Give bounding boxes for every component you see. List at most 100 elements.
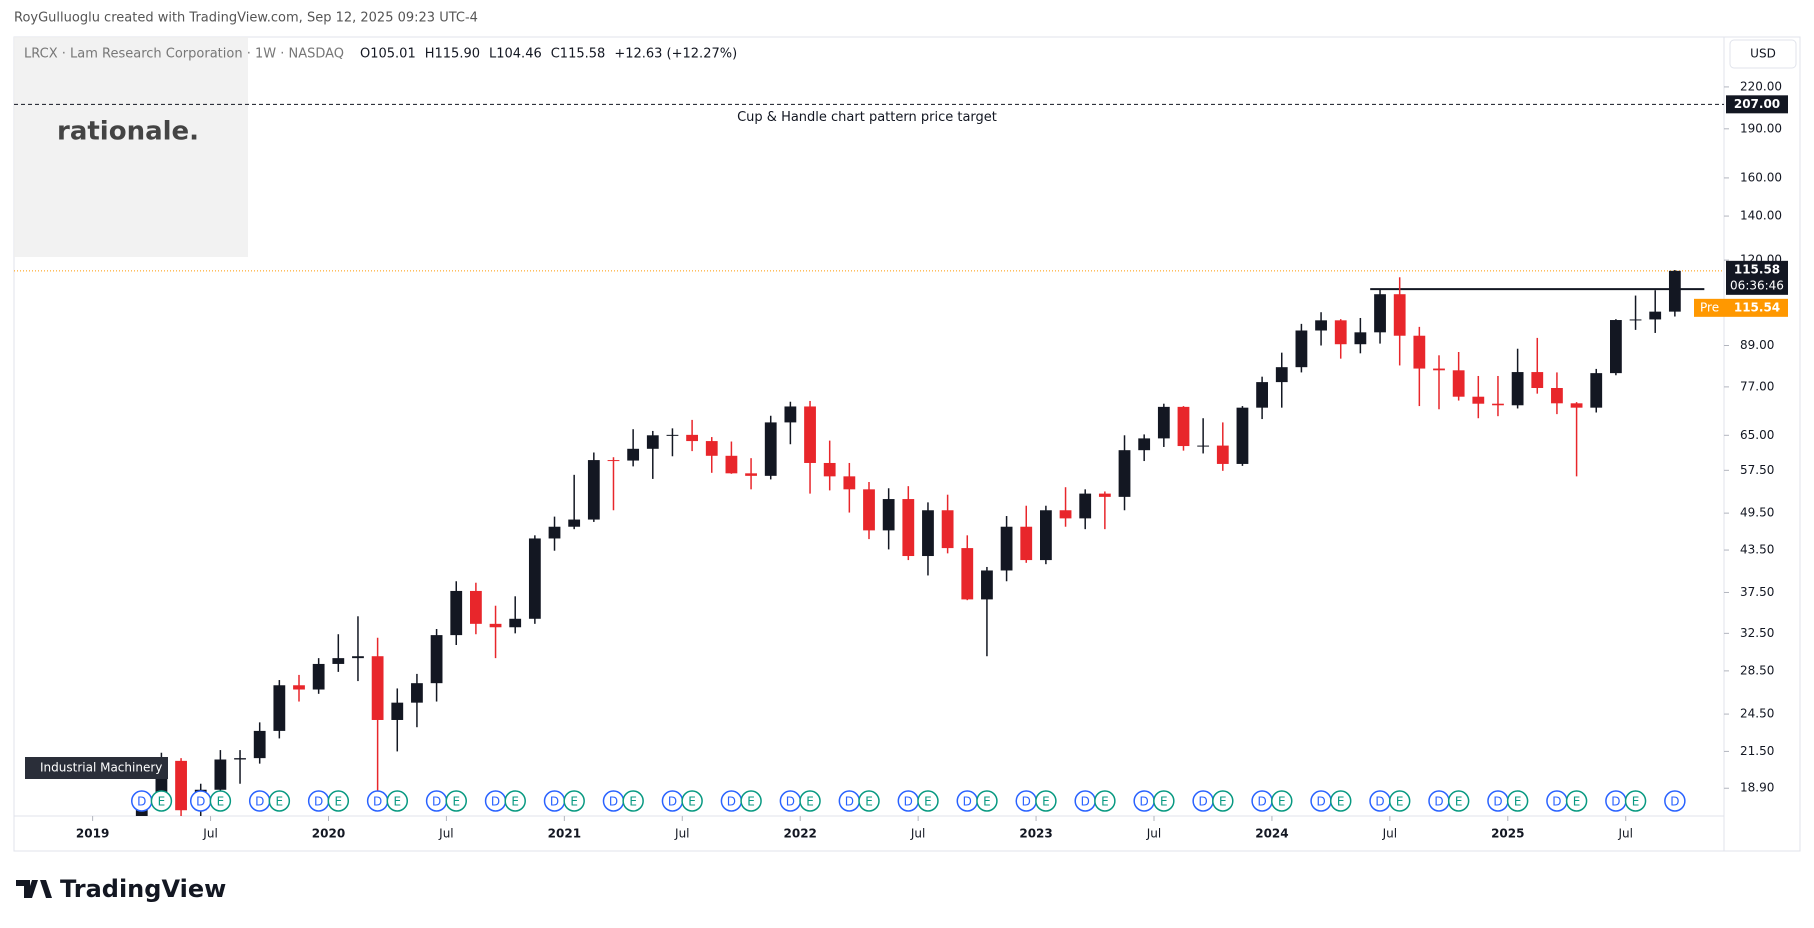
candle-body [371,656,384,720]
candle-body [646,435,659,449]
logo-box [14,37,248,257]
event-label: E [1160,795,1168,809]
x-tick-label: Jul [674,827,689,841]
x-tick-label: Jul [438,827,453,841]
event-label: E [1337,795,1345,809]
event-icon [622,790,644,812]
event-label: D [1493,795,1502,809]
candle-body [548,526,561,539]
candle-body [705,441,718,456]
x-tick-label: Jul [1146,827,1161,841]
candle-body [1295,330,1308,368]
event-label: E [276,795,284,809]
candle-body [1000,526,1013,571]
ohlc-value: +12.63 (+12.27%) [614,47,737,62]
event-icon [858,790,880,812]
event-icon [563,790,585,812]
y-tick-label: 32.50 [1740,626,1774,640]
candle-body [627,448,640,461]
candle-body [1413,335,1426,369]
candle-body [155,760,168,804]
candle-body [725,455,738,474]
event-label: D [491,795,500,809]
event-label: E [806,795,814,809]
candle-body [843,476,856,490]
y-tick-label: 190.00 [1740,121,1782,135]
candle-body [1668,270,1681,312]
y-tick-label: 140.00 [1740,209,1782,223]
event-label: D [1375,795,1384,809]
x-tick-label: Jul [202,827,217,841]
x-tick-label: 2021 [548,827,581,841]
event-icon [1212,790,1234,812]
candle-body [352,656,364,659]
candle-body [764,422,777,476]
event-icon [1506,790,1529,812]
x-tick-label: 2019 [76,827,109,841]
event-label: D [1081,795,1090,809]
event-icon [1153,790,1175,812]
x-tick-label: 2020 [312,827,345,841]
ohlc-value: O105.01 [360,47,416,62]
event-label: E [983,795,991,809]
candle-body [568,519,581,527]
event-label: E [1514,795,1522,809]
event-label: E [629,795,637,809]
candle-body [1059,510,1072,519]
candle-body [1157,406,1170,439]
candle-body [1236,407,1249,464]
event-icon [917,790,939,812]
candle-body [1570,403,1583,408]
event-icon [1388,790,1411,812]
y-tick-label: 49.50 [1740,506,1774,520]
event-icon [268,790,291,812]
event-label: E [217,795,225,809]
currency-button[interactable] [1729,39,1797,69]
event-icon [1447,790,1470,812]
event-label: E [570,795,578,809]
plot-area [14,103,1724,816]
event-icon [1094,790,1116,812]
candle-body [234,758,246,760]
x-tick-label: 2022 [784,827,817,841]
candle-body [981,570,993,600]
event-icon [504,790,526,812]
candle-body [1629,319,1642,321]
event-label: D [1022,795,1031,809]
candle-body [528,538,541,619]
candle-body [1315,320,1327,331]
event-icon [209,790,232,812]
candle-body [1393,294,1406,336]
candle-body [1275,367,1288,383]
candle-body [666,434,679,436]
candle-body [1472,396,1485,404]
frame [13,36,1801,852]
event-icon [1624,790,1647,812]
candle-body [1079,493,1092,519]
brand-icon [16,880,52,898]
event-label: E [1219,795,1227,809]
event-label: D [668,795,677,809]
event-label: D [963,795,972,809]
candle-body [922,510,934,557]
candle-body [293,685,305,690]
candle-body [1374,294,1386,333]
event-label: E [158,795,166,809]
event-label: E [393,795,401,809]
candle-body [273,685,286,731]
event-icon [1035,790,1057,812]
pre-name: Pre [1700,300,1719,314]
candle-body [587,460,600,520]
candle-body [941,510,954,549]
candle-body [1256,382,1268,408]
candle-body [1433,368,1445,371]
candle-body [823,462,836,477]
currency[interactable]: USD [1750,47,1776,61]
event-icon [327,790,350,812]
candle-body [175,760,187,811]
event-label: D [255,795,264,809]
logo: rationale. [57,117,199,147]
sector-label: Industrial Machinery [40,761,162,775]
candle-body [1118,450,1131,497]
